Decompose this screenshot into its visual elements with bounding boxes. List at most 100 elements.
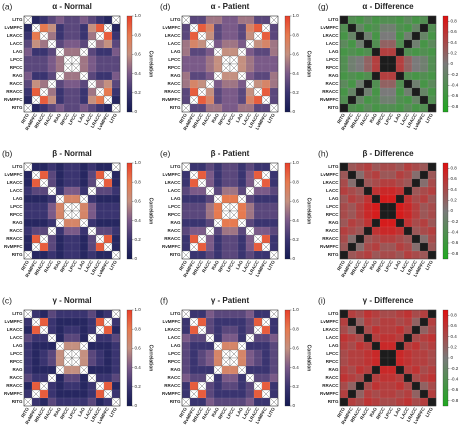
heat-cell [213, 397, 223, 407]
colorbar-tick-label: 0.2 [135, 384, 142, 389]
heat-cell [269, 178, 279, 188]
heat-cell [229, 317, 239, 327]
colorbar-label: Correlation [148, 51, 154, 78]
heat-cell [339, 79, 349, 89]
heat-cell [47, 309, 57, 319]
heat-cell [363, 218, 373, 228]
heat-cell [355, 250, 365, 260]
diagonal-cross [229, 210, 239, 220]
heat-cell [181, 365, 191, 375]
heat-cell [245, 325, 255, 335]
diagonal-cell [371, 194, 381, 204]
heat-cell [31, 103, 41, 113]
heat-cell [87, 31, 97, 41]
colorbar-tick-label: 0.2 [451, 198, 458, 203]
heat-cell [371, 23, 381, 33]
x-tick-label: RPCC [375, 112, 386, 126]
heat-cell [111, 178, 121, 188]
heat-cell [355, 202, 365, 212]
heat-cell [237, 63, 247, 73]
heat-cell [213, 15, 223, 25]
y-tick-label: LRACC [165, 33, 181, 38]
x-tick-label: RITG [336, 112, 346, 124]
heat-cell [103, 397, 113, 407]
y-tick-label: LITG [170, 17, 181, 22]
heat-cell [55, 250, 65, 260]
y-tick-label: LITG [12, 311, 23, 316]
heat-cell [95, 373, 105, 383]
heat-cell [229, 162, 239, 172]
heat-cell [229, 15, 239, 25]
diagonal-cross [197, 234, 207, 244]
diagonal-cell [387, 357, 397, 367]
heat-cell [411, 341, 421, 351]
heat-cell [71, 226, 81, 236]
colorbar-tick-label: -0.8 [451, 251, 459, 256]
heat-cell [213, 79, 223, 89]
heat-cell [23, 95, 33, 105]
x-tick-label: RPCC [375, 259, 386, 273]
heat-cell [355, 341, 365, 351]
heat-cell [63, 226, 73, 236]
heat-cell [205, 389, 215, 399]
heat-cell [103, 87, 113, 97]
panel-label: (f) [160, 295, 168, 305]
heat-cell [71, 234, 81, 244]
heat-cell [387, 317, 397, 327]
diagonal-cross [111, 397, 121, 407]
heat-cell [253, 333, 263, 343]
heat-cell [103, 63, 113, 73]
heat-cell [23, 389, 33, 399]
heat-cell [63, 31, 73, 41]
diagonal-cross [87, 333, 97, 343]
heat-cell [355, 47, 365, 57]
heat-cell [379, 389, 389, 399]
heat-cell [355, 389, 365, 399]
heat-cell [111, 349, 121, 359]
y-tick-label: RITG [12, 105, 23, 110]
heat-cell [23, 210, 33, 220]
heat-cell [427, 39, 437, 49]
colorbar-tick-label: 0.4 [451, 334, 458, 339]
heat-cell [387, 389, 397, 399]
heat-cell [395, 389, 405, 399]
diagonal-cross [55, 47, 65, 57]
y-tick-label: LAG [171, 49, 181, 54]
heat-cell [87, 95, 97, 105]
heat-cell [71, 87, 81, 97]
diagonal-cross [189, 389, 199, 399]
diagonal-cell [395, 341, 405, 351]
heat-cell [387, 325, 397, 335]
x-tick-label: LAG [393, 259, 402, 270]
heat-cell [411, 309, 421, 319]
heat-cell [205, 103, 215, 113]
heat-cell [339, 95, 349, 105]
heat-cell [411, 389, 421, 399]
x-tick-label: RPCC [217, 406, 228, 420]
heat-cell [55, 325, 65, 335]
heat-cell [103, 210, 113, 220]
heat-cell [95, 333, 105, 343]
heat-cell [189, 250, 199, 260]
heat-cell [229, 178, 239, 188]
heat-cell [95, 162, 105, 172]
heat-cell [237, 15, 247, 25]
diagonal-cross [253, 381, 263, 391]
heat-cell [269, 95, 279, 105]
y-tick-label: RACC [326, 228, 340, 233]
heat-cell [23, 87, 33, 97]
heat-cell [403, 103, 413, 113]
heat-cell [181, 170, 191, 180]
diagonal-cell [411, 234, 421, 244]
heat-cell [379, 71, 389, 81]
heat-cell [79, 79, 89, 89]
heat-cell [87, 349, 97, 359]
heat-cell [371, 373, 381, 383]
diagonal-cell [411, 178, 421, 188]
heat-cell [55, 87, 65, 97]
colorbar-tick-label: -0.2 [451, 72, 459, 77]
y-tick-label: RPCC [168, 212, 182, 217]
heat-cell [103, 309, 113, 319]
heat-cell [95, 63, 105, 73]
heat-cell [95, 186, 105, 196]
